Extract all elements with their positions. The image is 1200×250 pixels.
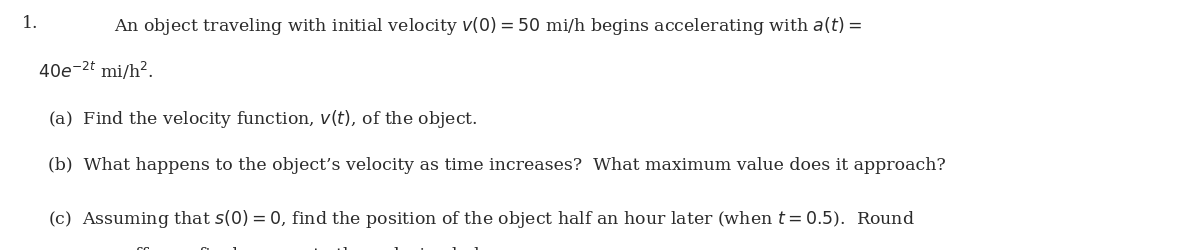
Text: (a)  Find the velocity function, $v(t)$, of the object.: (a) Find the velocity function, $v(t)$, … xyxy=(48,108,478,130)
Text: (c)  Assuming that $s(0) = 0$, find the position of the object half an hour late: (c) Assuming that $s(0) = 0$, find the p… xyxy=(48,208,914,230)
Text: (b)  What happens to the object’s velocity as time increases?  What maximum valu: (b) What happens to the object’s velocit… xyxy=(48,158,946,174)
Text: 1.: 1. xyxy=(22,15,38,32)
Text: off your final answer to three decimal places.: off your final answer to three decimal p… xyxy=(86,248,524,250)
Text: An object traveling with initial velocity $v(0) = 50$ mi/h begins accelerating w: An object traveling with initial velocit… xyxy=(114,15,862,37)
Text: $40e^{-2t}$ mi/h$^2$.: $40e^{-2t}$ mi/h$^2$. xyxy=(38,60,154,82)
